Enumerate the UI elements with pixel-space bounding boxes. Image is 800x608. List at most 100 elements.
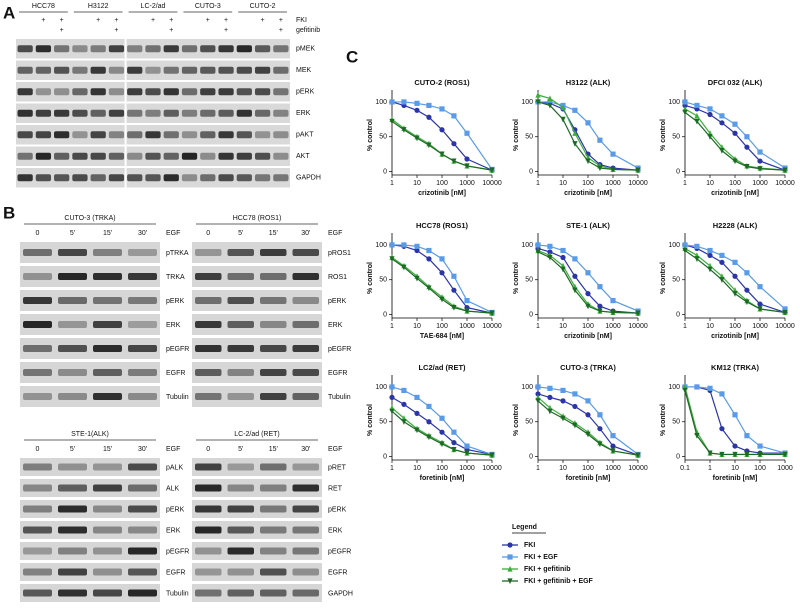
blot-band [218,88,234,96]
blot-band [195,273,222,280]
blot-band [200,66,216,74]
blot-strip [192,362,322,383]
data-point [451,287,457,293]
blot-band [23,568,52,576]
protein-label: pRET [328,464,347,471]
data-point [414,243,420,249]
x-axis-label: crizotinib [nM] [711,333,759,340]
blot-band [273,66,289,74]
data-point [707,450,713,457]
y-axis-label: % control [660,404,667,436]
blot-band [200,88,216,96]
y-tick-label: 100 [375,384,387,391]
data-point [744,451,750,458]
x-tick-label: 1000 [459,465,475,472]
cell-line-label: HCC78 [32,3,55,10]
legend-marker [507,542,513,548]
protein-label: GAPDH [328,590,353,597]
x-tick-label: 10 [559,180,567,187]
data-point [464,308,470,315]
data-point [610,298,616,304]
blot-strip [20,500,160,518]
data-point [732,259,738,265]
data-point [560,104,566,111]
data-point [560,387,566,394]
blot-strip [16,82,125,102]
treatment-sign: + [261,17,265,24]
blot-band [200,174,216,182]
data-point [451,113,457,119]
protein-label: ERK [166,322,181,329]
time-label: 15' [103,446,112,453]
y-tick-label: 50 [379,277,387,284]
blot-band [93,526,122,534]
blot-band [195,463,222,471]
data-point [744,164,750,170]
protein-label: pEGFR [166,548,189,555]
blot-band [93,568,122,576]
blot-band [127,174,143,182]
blot-band [260,505,287,513]
blot-strip [192,584,322,602]
treatment-label: EGF [328,446,342,453]
y-tick-label: 50 [525,277,533,284]
blot-band [260,321,287,328]
y-axis-label: % control [513,262,520,294]
data-point [610,443,616,449]
panel-label: C [346,47,358,66]
data-point [560,254,566,261]
legend-marker [507,554,513,560]
chart-title: CUTO-2 (ROS1) [414,78,470,87]
blot-band [58,321,87,328]
data-point [489,167,495,174]
blot-band [108,152,125,160]
blot-band [200,152,216,160]
y-tick-label: 50 [525,134,533,141]
blot-band [128,393,157,400]
x-tick-label: 10 [413,180,421,187]
data-point [732,412,738,418]
data-point [757,166,763,172]
data-point [389,384,395,390]
blot-band [163,45,179,53]
protein-label: ROS1 [328,274,347,281]
data-point [707,247,713,254]
blot-strip [192,563,322,581]
data-point [464,156,470,162]
data-point [707,266,713,273]
blot-band [145,45,161,53]
data-point [414,135,420,142]
x-tick-label: 1 [536,465,540,472]
data-point [732,451,738,458]
data-point [585,431,591,438]
data-point [464,130,470,136]
x-tick-label: 10000 [482,465,502,472]
protein-label: EGFR [328,370,347,377]
data-point [585,270,591,276]
y-tick-label: 0 [529,311,533,318]
data-point [610,309,616,316]
y-tick-label: 50 [379,419,387,426]
data-point [426,403,432,410]
chart-title: H3122 (ALK) [566,78,611,87]
data-point [757,301,763,307]
data-point [560,266,566,273]
series-line [537,386,639,455]
treatment-sign: + [224,17,228,24]
blot-strip [192,242,322,263]
x-tick-label: 1 [683,323,687,330]
blot-strip [20,362,160,383]
y-tick-label: 100 [668,99,680,106]
data-point [572,141,578,147]
data-point [572,256,578,262]
blot-band [227,505,254,513]
blot-band [254,152,271,160]
blot-band [145,174,161,182]
chart-title: H2228 (ALK) [713,221,758,230]
x-tick-label: 1 [390,323,394,330]
data-point [597,165,603,172]
y-axis-label: % control [513,119,520,151]
x-tick-label: 10000 [482,323,502,330]
x-tick-label: 10000 [482,180,502,187]
blot-strip [16,125,125,145]
